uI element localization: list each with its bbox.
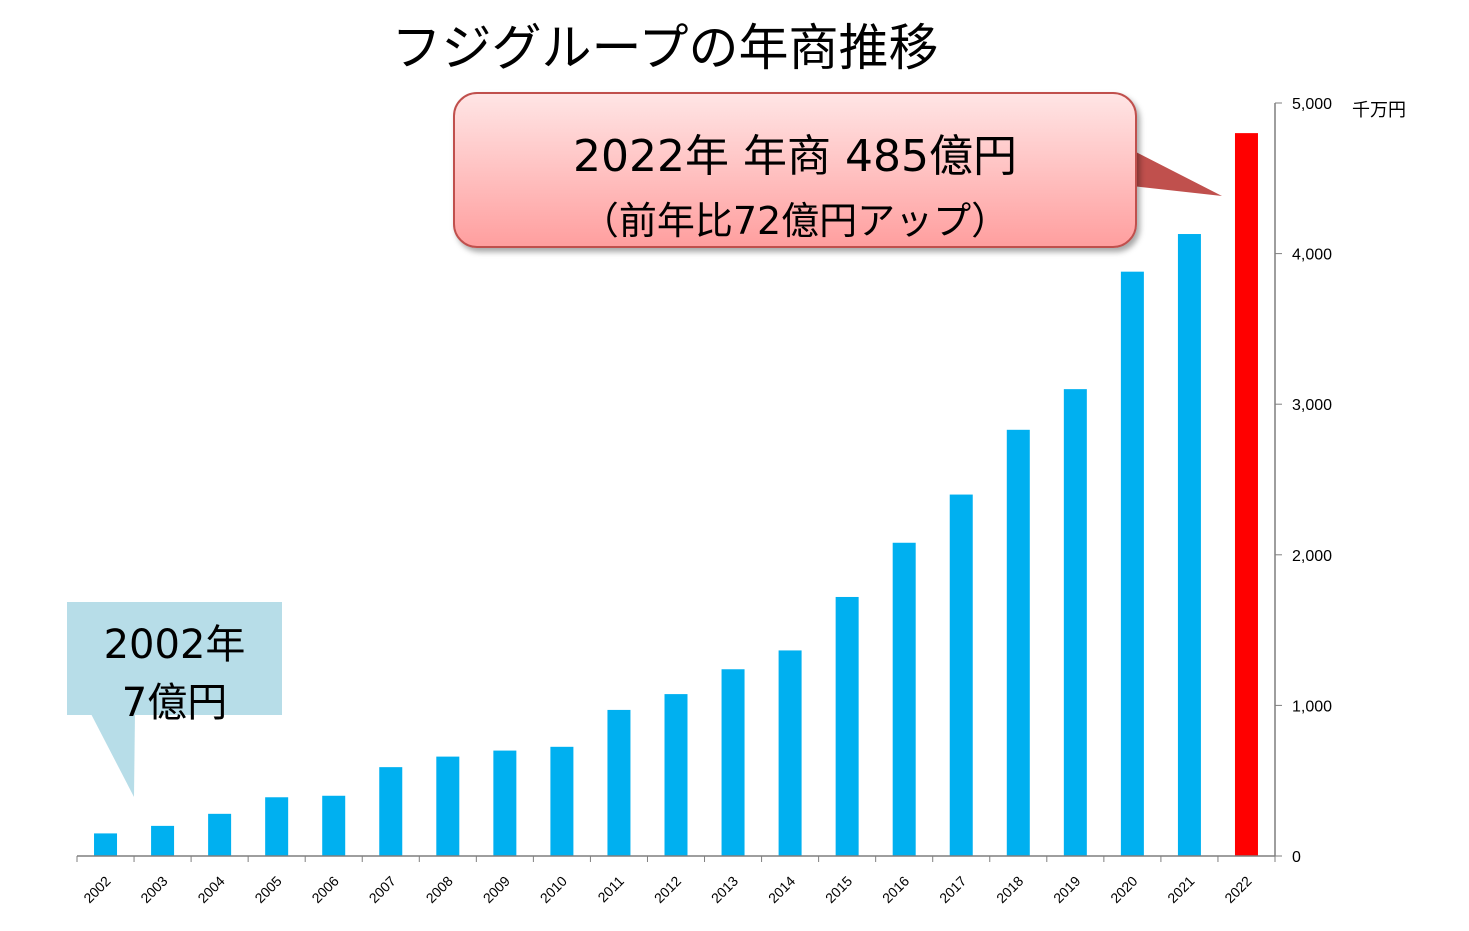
y-tick-label-3000: 3,000 (1292, 397, 1332, 414)
y-tick-label-2000: 2,000 (1292, 548, 1332, 565)
x-tick-label-2003: 2003 (137, 873, 170, 906)
bar-2019 (1063, 389, 1087, 856)
x-tick-label-2007: 2007 (366, 873, 399, 906)
y-axis-unit-label: 千万円 (1352, 100, 1406, 121)
x-tick-label-2008: 2008 (423, 873, 456, 906)
x-tick-label-2019: 2019 (1050, 873, 1083, 906)
bar-2010 (550, 746, 574, 856)
bars-layer (94, 133, 1258, 857)
bar-2020 (1120, 271, 1144, 856)
x-tick-label-2018: 2018 (993, 873, 1026, 906)
bar-2008 (436, 756, 460, 856)
x-tick-label-2002: 2002 (80, 873, 113, 906)
main-callout-pointer (1132, 150, 1222, 196)
small-callout-pointer (90, 712, 135, 797)
bar-2011 (607, 709, 631, 856)
bar-2004 (208, 813, 232, 856)
x-tick-label-2014: 2014 (765, 873, 798, 906)
y-tick-label-1000: 1,000 (1292, 698, 1332, 715)
bar-2005 (265, 797, 289, 856)
bar-2002 (94, 833, 118, 856)
bar-2015 (835, 596, 859, 856)
bar-2022 (1234, 133, 1258, 856)
x-tick-label-2017: 2017 (936, 873, 969, 906)
chart-title: フジグループの年商推移 (391, 19, 939, 77)
x-tick-label-2016: 2016 (879, 873, 912, 906)
callout-2002-line1: 2002年 (103, 622, 246, 668)
x-tick-label-2020: 2020 (1107, 873, 1140, 906)
y-tick-label-5000: 5,000 (1292, 96, 1332, 113)
x-tick-label-2010: 2010 (537, 873, 570, 906)
bar-2007 (379, 767, 403, 856)
bar-2013 (721, 669, 745, 856)
x-tick-label-2011: 2011 (594, 873, 627, 906)
bar-2006 (322, 795, 346, 856)
x-tick-label-2021: 2021 (1164, 873, 1197, 906)
callout-2022-line1: 2022年 年商 485億円 (573, 131, 1017, 182)
bar-2021 (1177, 234, 1201, 857)
bar-2018 (1006, 429, 1030, 856)
callout-2022: 2022年 年商 485億円 （前年比72億円アップ） (453, 92, 1137, 248)
x-tick-label-2015: 2015 (822, 873, 855, 906)
bar-2014 (778, 650, 802, 856)
y-tick-label-0: 0 (1292, 849, 1301, 866)
bar-2012 (664, 694, 688, 856)
x-tick-label-2013: 2013 (708, 873, 741, 906)
bar-2003 (151, 825, 175, 856)
callout-2002-line2: 7億円 (121, 680, 228, 726)
bar-2016 (892, 542, 916, 856)
x-tick-label-2022: 2022 (1221, 873, 1254, 906)
x-tick-label-2012: 2012 (651, 873, 684, 906)
callout-2022-line2: （前年比72億円アップ） (580, 199, 1010, 243)
x-tick-label-2006: 2006 (308, 873, 341, 906)
callout-2002: 2002年 7億円 (67, 602, 282, 726)
bar-2017 (949, 494, 973, 856)
bar-2009 (493, 750, 517, 856)
y-tick-label-4000: 4,000 (1292, 247, 1332, 264)
x-tick-label-2009: 2009 (480, 873, 513, 906)
x-tick-label-2004: 2004 (194, 873, 227, 906)
x-tick-label-2005: 2005 (251, 873, 284, 906)
